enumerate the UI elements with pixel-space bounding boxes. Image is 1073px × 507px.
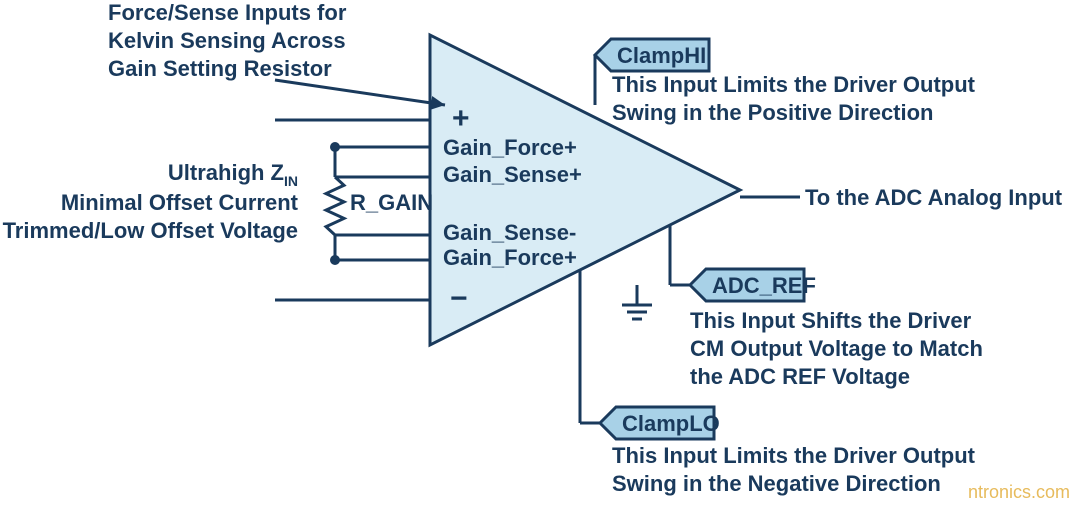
r-gain-label: R_GAIN (350, 190, 433, 215)
offset-voltage: Trimmed/Low Offset Voltage (3, 218, 298, 243)
adc-ref-desc1: This Input Shifts the Driver (690, 308, 972, 333)
clamp-lo-desc1: This Input Limits the Driver Output (612, 443, 976, 468)
clamp-lo-desc2: Swing in the Negative Direction (612, 471, 941, 496)
kelvin-line1: Force/Sense Inputs for (108, 0, 347, 25)
output-label: To the ADC Analog Input (805, 185, 1063, 210)
pin-gain-force-minus: Gain_Force+ (443, 245, 577, 270)
adc-ref-desc2: CM Output Voltage to Match (690, 336, 983, 361)
offset-current: Minimal Offset Current (61, 190, 299, 215)
kelvin-line2: Kelvin Sensing Across (108, 28, 346, 53)
pin-gain-force-plus: Gain_Force+ (443, 135, 577, 160)
diagram-root: +−Gain_Force+Gain_Sense+Gain_Sense-Gain_… (0, 0, 1073, 507)
adc-ref-desc3: the ADC REF Voltage (690, 364, 910, 389)
kelvin-line3: Gain Setting Resistor (108, 56, 332, 81)
clamp-hi-tag-label: ClampHI (617, 43, 706, 68)
pin-gain-sense-minus: Gain_Sense- (443, 220, 576, 245)
clamp-lo-tag-label: ClampLO (622, 411, 720, 436)
adc-ref-tag-label: ADC_REF (712, 273, 816, 298)
r-gain-resistor (326, 177, 344, 235)
pin-gain-sense-plus: Gain_Sense+ (443, 162, 582, 187)
clamp-hi-desc2: Swing in the Positive Direction (612, 100, 934, 125)
plus-symbol: + (452, 102, 470, 135)
minus-symbol: − (450, 282, 468, 315)
watermark: ntronics.com (968, 482, 1070, 502)
zin-label: Ultrahigh ZIN (168, 160, 298, 189)
clamp-hi-desc1: This Input Limits the Driver Output (612, 72, 976, 97)
